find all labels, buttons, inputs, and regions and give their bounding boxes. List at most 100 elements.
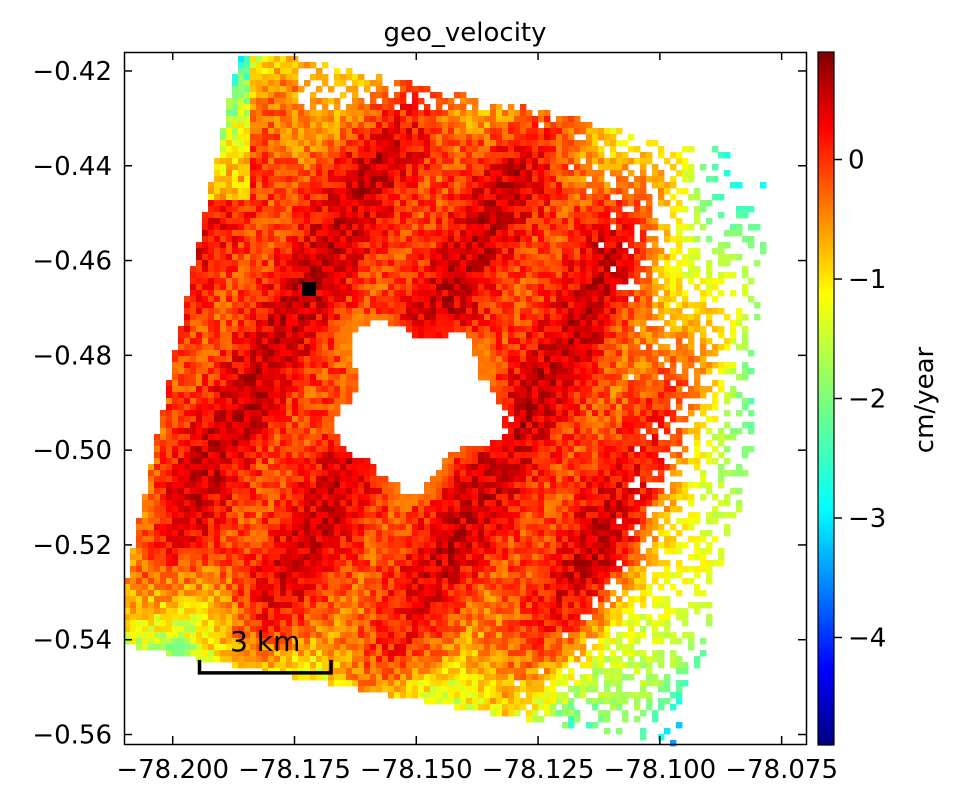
heatmap-cell (256, 476, 263, 483)
heatmap-cell (244, 344, 251, 351)
heatmap-cell (220, 446, 227, 453)
heatmap-cell (292, 368, 299, 375)
heatmap-cell (298, 356, 305, 363)
heatmap-cell (304, 488, 311, 495)
heatmap-cell (634, 464, 641, 471)
heatmap-cell (232, 374, 239, 381)
heatmap-cell (328, 98, 335, 105)
heatmap-cell (556, 470, 563, 477)
heatmap-cell (244, 416, 251, 423)
heatmap-cell (274, 158, 281, 165)
heatmap-cell (616, 260, 623, 267)
heatmap-cell (316, 236, 323, 243)
heatmap-cell (694, 218, 701, 225)
heatmap-cell (346, 398, 353, 405)
heatmap-cell (286, 140, 293, 147)
heatmap-cell (214, 434, 221, 441)
heatmap-cell (580, 308, 587, 315)
heatmap-cell (262, 374, 269, 381)
heatmap-cell (268, 62, 275, 69)
heatmap-cell (274, 428, 281, 435)
heatmap-cell (220, 422, 227, 429)
heatmap-cell (304, 386, 311, 393)
heatmap-cell (310, 62, 317, 69)
heatmap-cell (586, 344, 593, 351)
heatmap-cell (262, 452, 269, 459)
heatmap-cell (208, 440, 215, 447)
heatmap-cell (328, 176, 335, 183)
heatmap-cell (532, 296, 539, 303)
heatmap-cell (508, 212, 515, 219)
heatmap-cell (220, 284, 227, 291)
heatmap-cell (550, 314, 557, 321)
heatmap-cell (508, 422, 515, 429)
heatmap-cell (196, 398, 203, 405)
heatmap-cell (670, 284, 677, 291)
heatmap-cell (286, 422, 293, 429)
heatmap-cell (502, 128, 509, 135)
heatmap-cell (556, 416, 563, 423)
heatmap-cell (256, 332, 263, 339)
heatmap-cell (322, 476, 329, 483)
heatmap-cell (556, 146, 563, 153)
heatmap-cell (298, 380, 305, 387)
heatmap-cell (496, 308, 503, 315)
heatmap-cell (436, 488, 443, 495)
heatmap-cell (430, 176, 437, 183)
heatmap-cell (364, 224, 371, 231)
heatmap-cell (238, 56, 245, 63)
heatmap-cell (190, 398, 197, 405)
heatmap-cell (640, 356, 647, 363)
heatmap-cell (490, 476, 497, 483)
heatmap-cell (646, 410, 653, 417)
heatmap-cell (718, 212, 725, 219)
heatmap-cell (220, 464, 227, 471)
heatmap-cell (310, 392, 317, 399)
heatmap-cell (568, 284, 575, 291)
heatmap-cell (502, 482, 509, 489)
heatmap-cell (592, 284, 599, 291)
heatmap-cell (604, 464, 611, 471)
heatmap-cell (370, 476, 377, 483)
heatmap-cell (352, 374, 359, 381)
heatmap-cell (238, 458, 245, 465)
heatmap-cell (574, 248, 581, 255)
heatmap-cell (358, 296, 365, 303)
heatmap-cell (322, 128, 329, 135)
heatmap-cell (610, 134, 617, 141)
heatmap-cell (496, 452, 503, 459)
heatmap-cell (604, 164, 611, 171)
heatmap-cell (466, 206, 473, 213)
heatmap-cell (346, 164, 353, 171)
heatmap-cell (568, 134, 575, 141)
heatmap-cell (340, 488, 347, 495)
heatmap-cell (376, 290, 383, 297)
heatmap-cell (268, 236, 275, 243)
heatmap-cell (436, 104, 443, 111)
heatmap-cell (364, 116, 371, 123)
heatmap-cell (286, 224, 293, 231)
heatmap-cell (316, 116, 323, 123)
heatmap-cell (322, 194, 329, 201)
heatmap-cell (316, 470, 323, 477)
heatmap-cell (670, 296, 677, 303)
heatmap-cell (274, 224, 281, 231)
heatmap-cell (172, 356, 179, 363)
heatmap-cell (334, 146, 341, 153)
heatmap-cell (520, 380, 527, 387)
heatmap-cell (550, 164, 557, 171)
heatmap-cell (460, 236, 467, 243)
heatmap-cell (622, 332, 629, 339)
heatmap-cell (484, 242, 491, 249)
heatmap-cell (412, 188, 419, 195)
heatmap-cell (574, 416, 581, 423)
heatmap-cell (508, 452, 515, 459)
heatmap-cell (634, 290, 641, 297)
heatmap-cell (418, 110, 425, 117)
heatmap-cell (238, 392, 245, 399)
heatmap-cell (214, 464, 221, 471)
heatmap-cell (208, 230, 215, 237)
heatmap-cell (418, 182, 425, 189)
heatmap-cell (208, 224, 215, 231)
heatmap-cell (208, 476, 215, 483)
